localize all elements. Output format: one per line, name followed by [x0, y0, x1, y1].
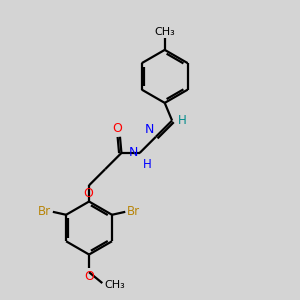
Text: N: N — [128, 146, 138, 159]
Text: Br: Br — [38, 205, 51, 218]
Text: N: N — [145, 123, 154, 136]
Text: O: O — [112, 122, 122, 135]
Text: Br: Br — [127, 205, 140, 218]
Text: CH₃: CH₃ — [104, 280, 125, 290]
Text: O: O — [84, 270, 94, 283]
Text: O: O — [83, 187, 93, 200]
Text: H: H — [143, 158, 152, 171]
Text: CH₃: CH₃ — [154, 27, 175, 37]
Text: H: H — [177, 114, 186, 127]
